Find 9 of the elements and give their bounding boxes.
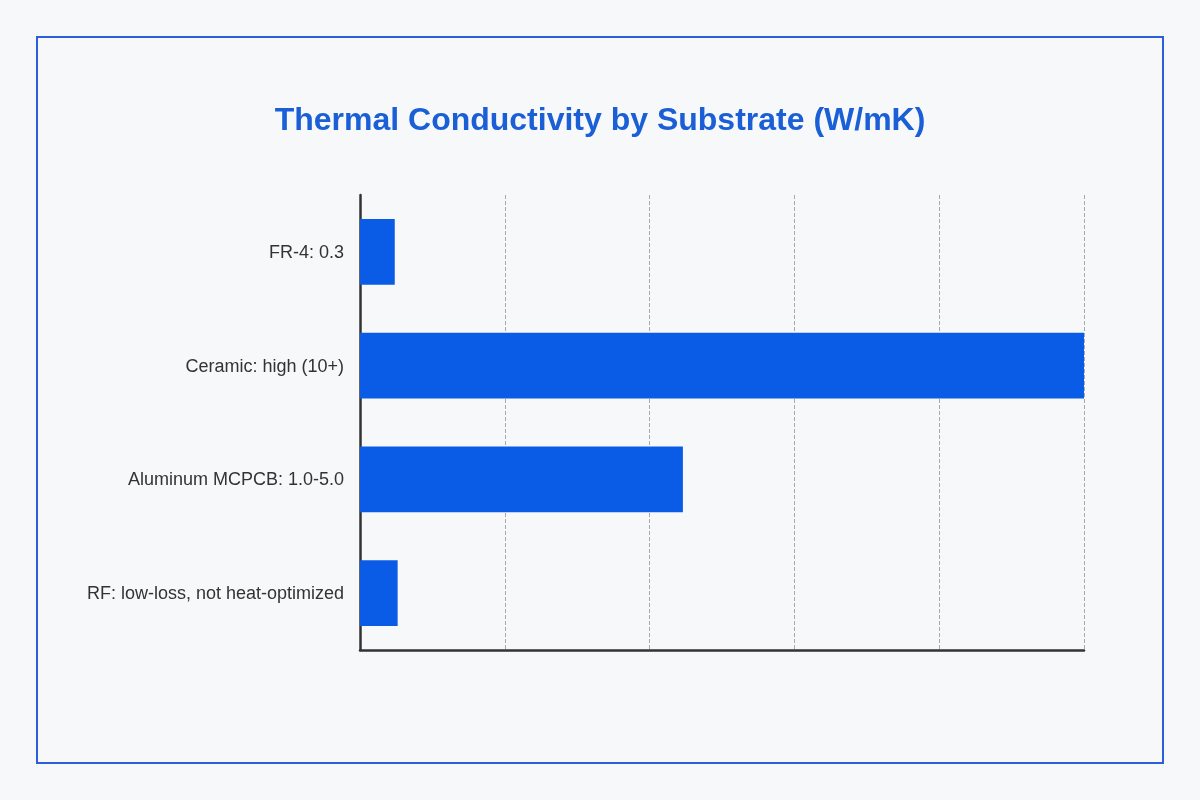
chart-title: Thermal Conductivity by Substrate (W/mK) (274, 101, 926, 137)
y-tick-label: Aluminum MCPCB: 1.0-5.0 (127, 469, 344, 490)
bar (360, 446, 683, 513)
y-tick-label: RF: low-loss, not heat-optimized (86, 583, 344, 604)
bar (360, 218, 395, 285)
bar (360, 560, 398, 627)
y-tick-label: Ceramic: high (10+) (185, 355, 344, 376)
bar (360, 332, 1084, 399)
y-tick-label: FR-4: 0.3 (268, 241, 344, 262)
